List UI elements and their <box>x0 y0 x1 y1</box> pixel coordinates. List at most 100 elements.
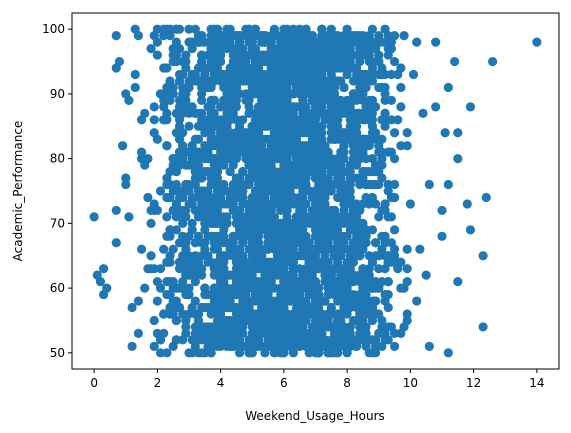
data-point <box>263 231 273 241</box>
data-point <box>276 179 286 190</box>
data-point <box>320 108 330 118</box>
data-point <box>339 134 349 144</box>
data-point <box>333 121 343 131</box>
data-point <box>345 63 355 73</box>
data-point <box>162 348 172 358</box>
x-tick-label: 14 <box>529 376 544 390</box>
data-point <box>209 218 219 228</box>
data-point <box>238 147 248 157</box>
data-point <box>364 270 374 280</box>
data-point <box>225 270 235 280</box>
data-point <box>304 31 314 41</box>
data-point <box>383 322 393 332</box>
data-point <box>149 31 159 41</box>
data-point <box>367 69 378 80</box>
data-point <box>247 296 257 306</box>
data-point <box>197 173 207 183</box>
data-point <box>244 147 254 157</box>
data-point <box>174 102 185 112</box>
data-point <box>269 95 279 105</box>
data-point <box>260 283 270 293</box>
data-point <box>136 147 147 157</box>
data-point <box>367 225 378 235</box>
data-point <box>127 341 137 351</box>
data-point <box>181 315 191 326</box>
data-point <box>358 31 368 41</box>
data-point <box>168 283 178 293</box>
data-point <box>389 179 400 190</box>
y-tick-label: 90 <box>50 87 65 101</box>
data-point <box>288 24 298 34</box>
data-point <box>231 69 242 80</box>
data-point <box>402 277 412 287</box>
data-point <box>304 328 314 338</box>
data-point <box>216 134 226 144</box>
data-point <box>95 277 106 287</box>
data-point <box>263 166 273 177</box>
data-point <box>355 69 365 80</box>
data-point <box>162 173 172 183</box>
data-point <box>272 154 283 164</box>
data-point <box>352 296 362 306</box>
data-point <box>111 238 121 248</box>
data-point <box>247 63 257 73</box>
data-point <box>367 179 378 190</box>
data-point <box>323 257 333 267</box>
data-point <box>389 225 400 235</box>
data-point <box>222 328 232 338</box>
data-point <box>250 335 261 345</box>
data-point <box>247 277 257 287</box>
data-point <box>241 95 251 105</box>
data-point <box>212 166 223 177</box>
data-point <box>260 309 270 319</box>
data-point <box>250 212 261 222</box>
data-point <box>342 102 352 112</box>
data-point <box>310 212 321 222</box>
data-point <box>310 69 321 80</box>
data-point <box>247 283 257 293</box>
data-point <box>329 205 340 216</box>
data-point <box>171 199 181 209</box>
data-point <box>209 238 219 248</box>
data-point <box>314 231 324 241</box>
data-point <box>310 283 321 293</box>
data-point <box>133 296 144 306</box>
data-point <box>228 231 238 241</box>
data-point <box>431 102 441 112</box>
data-point <box>165 251 175 261</box>
data-point <box>310 205 321 216</box>
data-point <box>244 160 254 170</box>
data-point <box>216 264 226 274</box>
data-point <box>453 128 463 138</box>
data-point <box>348 315 359 326</box>
data-point <box>380 238 390 248</box>
data-point <box>231 63 242 73</box>
data-point <box>361 115 371 125</box>
data-point <box>124 95 134 105</box>
data-point <box>367 302 378 313</box>
data-point <box>282 141 292 151</box>
data-point <box>184 108 194 118</box>
data-point <box>310 296 321 306</box>
data-point <box>282 179 292 190</box>
data-point <box>149 102 159 112</box>
data-point <box>291 322 302 332</box>
data-point <box>285 315 295 326</box>
data-point <box>424 341 434 351</box>
data-point <box>333 154 343 164</box>
data-point <box>222 199 232 209</box>
data-point <box>209 231 219 241</box>
data-point <box>339 192 349 203</box>
data-point <box>155 348 166 358</box>
data-point <box>231 44 242 54</box>
x-tick-label: 2 <box>154 376 162 390</box>
data-point <box>241 302 251 313</box>
data-point <box>374 179 384 190</box>
data-point <box>257 31 267 41</box>
data-point <box>269 128 279 138</box>
data-point <box>345 341 355 351</box>
data-point <box>187 270 197 280</box>
data-point <box>374 264 384 274</box>
data-point <box>288 218 298 228</box>
data-point <box>162 82 172 93</box>
